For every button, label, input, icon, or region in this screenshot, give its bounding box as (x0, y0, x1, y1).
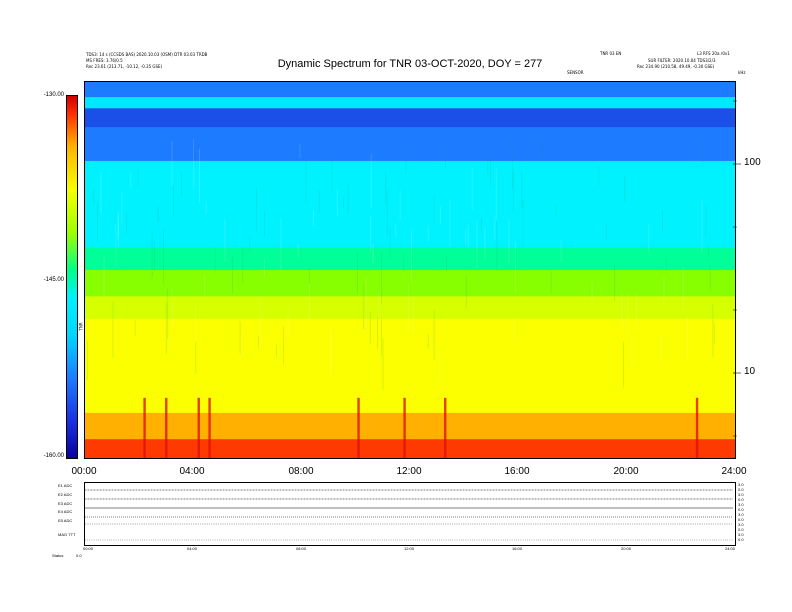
panel-right-12: 0.0 (738, 537, 744, 542)
spectrum-band-8 (85, 296, 735, 320)
colorbar (66, 95, 78, 459)
spectrum-band-6 (85, 247, 735, 271)
red-emission-spike-4 (357, 397, 360, 458)
red-emission-spike-7 (695, 397, 699, 458)
spectrum-band-10 (85, 412, 735, 440)
spectrum-band-11 (85, 439, 735, 458)
x-tick-0000: 00:00 (71, 466, 97, 477)
y-tick-10: 10 (744, 366, 756, 377)
red-emission-spike-0 (143, 397, 146, 458)
bottom-x-tick-5: 20:00 (620, 546, 632, 551)
spectrum-band-4 (85, 160, 735, 169)
colorbar-tick-mid: -145.00 (43, 277, 64, 283)
panel-right-11: 3.0 (738, 532, 744, 537)
panel-right-1: 3.0 (738, 482, 744, 487)
housekeeping-panels (84, 482, 736, 546)
panel-right-5: 3.0 (738, 502, 744, 507)
panel-right-2: 0.0 (738, 487, 744, 492)
red-emission-spike-5 (403, 397, 406, 458)
panel-right-9: 3.0 (738, 522, 744, 527)
spectrum-band-0 (85, 82, 735, 98)
spectrum-band-7 (85, 270, 735, 297)
x-tick-1200: 12:00 (396, 466, 422, 477)
colorbar-tick-bottom: -160.00 (43, 453, 64, 459)
header-right-line1: TNR 03 EN (600, 51, 622, 56)
spectrum-band-5 (85, 168, 735, 248)
bottom-x-tick-3: 12:00 (403, 546, 415, 551)
x-tick-2000: 20:00 (613, 466, 639, 477)
panel-label-e2: E2 ADC (58, 492, 73, 497)
panel-label-mag: MAG TTT (58, 532, 76, 537)
spectrum-band-2 (85, 108, 735, 128)
red-emission-spike-3 (208, 397, 211, 458)
header-right-line2: SUR FILTER: 2020.10.04 TDS3/2/3 (648, 58, 716, 63)
panel-label-e3: E3 ADC (58, 501, 73, 506)
panel-right-4: 0.0 (738, 497, 744, 502)
panel-right-7: 3.0 (738, 512, 744, 517)
spectrum-band-3 (85, 127, 735, 162)
spectrum-band-1 (85, 97, 735, 109)
spectrum-band-9 (85, 318, 735, 414)
y-tick-100: 100 (744, 157, 761, 168)
header-center-sub: SENSOR (567, 70, 584, 75)
panel-right-6: 0.0 (738, 507, 744, 512)
x-tick-2400: 24:00 (721, 466, 747, 477)
panel-right-3: 3.0 (738, 492, 744, 497)
colorbar-label: TNR (78, 322, 84, 331)
x-tick-0800: 08:00 (288, 466, 314, 477)
header-right-corner: L3 RFS 20a.r0v1 (697, 51, 730, 56)
panel-right-8: 0.0 (738, 517, 744, 522)
header-left-line3: Rec 23.61 (213.71, -10.12, -0.35 GSE) (86, 64, 163, 69)
red-emission-spike-6 (444, 397, 447, 458)
bottom-x-tick-6: 24:00 (724, 546, 736, 551)
y-axis-ticks (733, 100, 741, 437)
panel-right-10: 0.0 (738, 527, 744, 532)
bottom-x-tick-2: 08:00 (295, 546, 307, 551)
x-tick-0400: 04:00 (179, 466, 205, 477)
dynamic-spectrum-heatmap (84, 81, 736, 459)
red-emission-spike-2 (197, 397, 200, 458)
panel-label-e4: E4 ADC (58, 509, 73, 514)
red-emission-spike-1 (165, 397, 168, 458)
status-label: Status (52, 553, 64, 558)
bottom-x-tick-4: 16:00 (511, 546, 523, 551)
header-right-line3: Rec 234.90 (210.58, 49.49, -0.30 GSE) (637, 64, 715, 69)
header-left-line2: MS FRES: 3.76/0.5 (86, 58, 123, 63)
header-left-line1: TDS3: 14 s (CCSDS BAS) 2020.10.03 (OSM) … (86, 52, 208, 57)
bottom-x-tick-0: 00:00 (82, 546, 94, 551)
x-tick-1600: 16:00 (504, 466, 530, 477)
header-right-unit: kHz (738, 70, 746, 75)
status-value: 0.0 (76, 553, 82, 558)
colorbar-tick-top: -130.00 (43, 92, 64, 98)
panel-label-e5: E5 ADC (58, 518, 73, 523)
housekeeping-traces (85, 489, 733, 541)
panel-label-e1: E1 ADC (58, 483, 73, 488)
bottom-x-tick-1: 04:00 (186, 546, 198, 551)
chart-title: Dynamic Spectrum for TNR 03-OCT-2020, DO… (277, 58, 543, 70)
